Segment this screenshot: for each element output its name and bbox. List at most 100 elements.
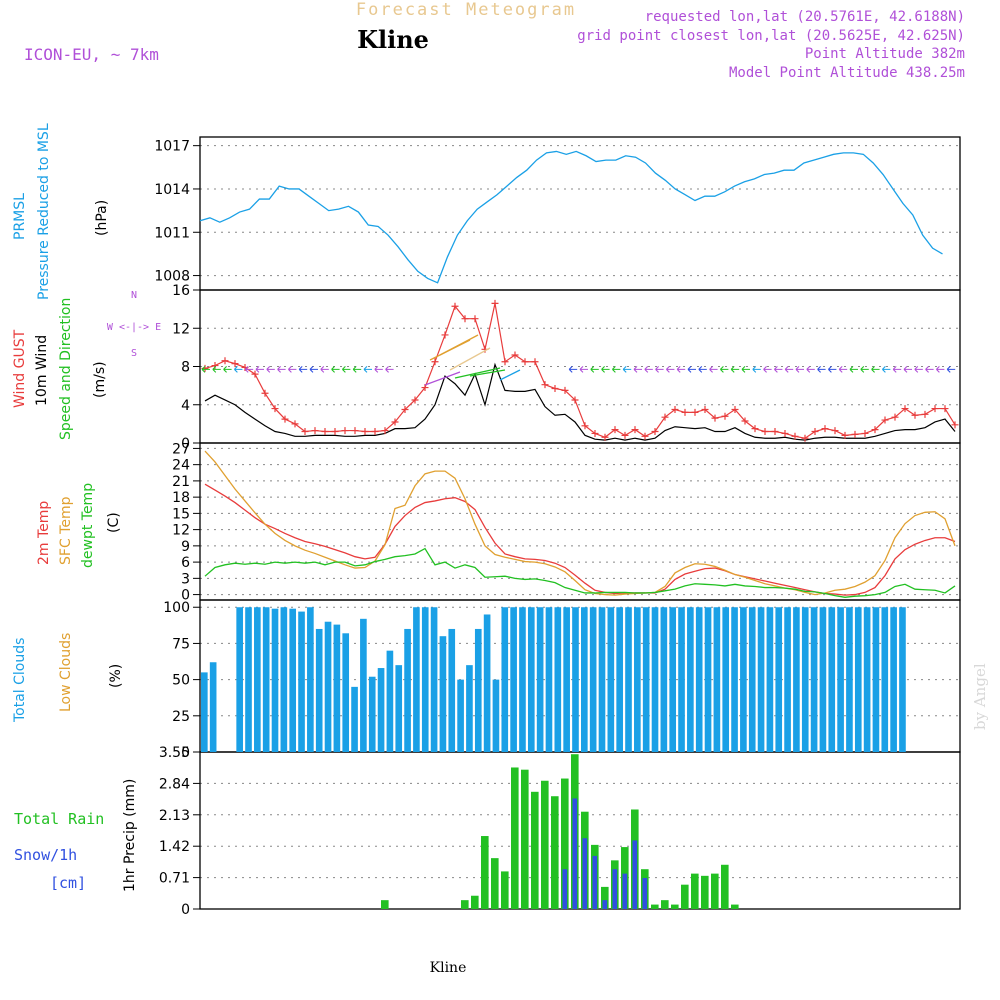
total-cloud-bar (660, 607, 668, 752)
total-cloud-bar (262, 607, 270, 752)
pressure-tick-label: 1017 (154, 139, 190, 155)
point-altitude: Point Altitude 382m (805, 46, 965, 62)
gust-marker (751, 425, 759, 433)
total-cloud-bar (899, 607, 906, 752)
total-cloud-bar (271, 608, 279, 752)
total-cloud-bar (333, 624, 341, 752)
temp-tick-label: 9 (181, 539, 190, 555)
gust-marker (701, 406, 709, 414)
temp-unit: (C) (106, 512, 122, 533)
total-cloud-bar (298, 611, 305, 752)
gust-marker (891, 413, 899, 421)
gust-marker (571, 396, 579, 404)
total-cloud-bar (598, 607, 606, 752)
gust-marker (541, 381, 549, 389)
clouds-tick-label: 100 (163, 600, 190, 616)
gust-marker (671, 406, 679, 414)
wind-direction-arrow (828, 365, 837, 373)
gust-marker (901, 405, 909, 413)
gust-marker (561, 386, 569, 394)
total-cloud-bar (201, 672, 208, 752)
wind-direction-arrow (644, 365, 653, 373)
total-cloud-bar (731, 607, 738, 752)
gust-line (204, 303, 956, 439)
pressure-tick-label: 1008 (154, 269, 190, 285)
snow-bar (642, 878, 648, 909)
gust-marker (951, 421, 959, 429)
gust-marker (601, 433, 609, 441)
gust-marker (771, 428, 779, 436)
gust-marker (591, 429, 599, 437)
temp-tick-label: 21 (172, 474, 190, 490)
gust-marker (371, 428, 379, 436)
gust-marker (681, 408, 689, 416)
clouds-tick-label: 50 (172, 673, 190, 689)
wind-direction-arrow (212, 365, 221, 373)
rain-bar (551, 796, 559, 909)
pressure-label-msl: Pressure Reduced to MSL (36, 123, 52, 300)
rain-bar (531, 791, 539, 909)
wind-direction-arrow (223, 365, 232, 373)
precip-unit: 1hr Precip (mm) (122, 779, 138, 892)
top-title: Forecast Meteogram (356, 0, 576, 20)
gust-marker (691, 408, 699, 416)
total-cloud-bar (793, 607, 800, 752)
wind-direction-arrow (698, 365, 707, 373)
total-cloud-bar (625, 607, 632, 752)
rain-bar (691, 873, 699, 909)
wind-direction-arrow (730, 365, 740, 373)
cloud-label-total: Total Clouds (12, 638, 28, 723)
precip-frame (199, 751, 961, 910)
total-cloud-bar (315, 628, 323, 752)
requested-coords: requested lon,lat (20.5761E, 42.6188N) (645, 9, 965, 25)
rain-bar (381, 900, 389, 909)
gust-marker (211, 362, 219, 370)
wind-direction-arrow (633, 365, 642, 373)
precip-tick-label: 0 (181, 902, 190, 918)
gust-marker (731, 406, 739, 414)
total-cloud-bar (872, 607, 880, 752)
gridpoint-coords: grid point closest lon,lat (20.5625E, 42… (577, 28, 965, 44)
gust-marker (301, 428, 309, 436)
temp-tick-label: 12 (172, 523, 190, 539)
gust-marker (271, 405, 279, 413)
dew-line (204, 547, 956, 598)
temp-tick-label: 18 (172, 490, 190, 506)
rain-bar (491, 858, 499, 909)
total-cloud-bar (342, 633, 350, 752)
wind-direction-arrow (741, 365, 750, 373)
total-cloud-bar (846, 607, 853, 752)
wind-direction-arrow (925, 365, 934, 373)
precip-label-snow: Snow/1h (14, 846, 77, 864)
wind-direction-arrow (676, 365, 686, 373)
snow-bar (612, 869, 618, 909)
gust-marker (331, 428, 339, 436)
compass-south: S (131, 348, 137, 359)
gust-marker (351, 427, 359, 435)
cloud-unit: (%) (108, 664, 124, 688)
snow-bar (592, 855, 598, 909)
gust-marker (741, 417, 749, 425)
wind-direction-arrow (331, 365, 340, 373)
model-label: ICON-EU, ~ 7km (24, 45, 159, 64)
cloud-label-low: Low Clouds (58, 633, 74, 712)
pressure-unit: (hPa) (94, 200, 110, 236)
wind-direction-arrow (817, 365, 826, 373)
rain-bar (521, 769, 529, 909)
total-cloud-bar (413, 607, 420, 752)
precip-label-cm: [cm] (50, 874, 86, 892)
gust-marker (311, 427, 319, 435)
total-cloud-bar (563, 607, 570, 752)
total-cloud-bar (810, 607, 818, 752)
snow-bar (562, 869, 568, 909)
temp-tick-label: 6 (181, 555, 190, 571)
wind-direction-arrow (849, 365, 858, 373)
gust-marker (611, 426, 619, 434)
wind-direction-arrow (709, 365, 718, 373)
total-cloud-bar (854, 607, 862, 752)
wind-direction-arrow (352, 365, 362, 373)
total-cloud-bar (740, 607, 747, 752)
gust-marker (221, 357, 229, 365)
wind-direction-arrow (720, 365, 729, 373)
total-cloud-bar (307, 607, 314, 752)
